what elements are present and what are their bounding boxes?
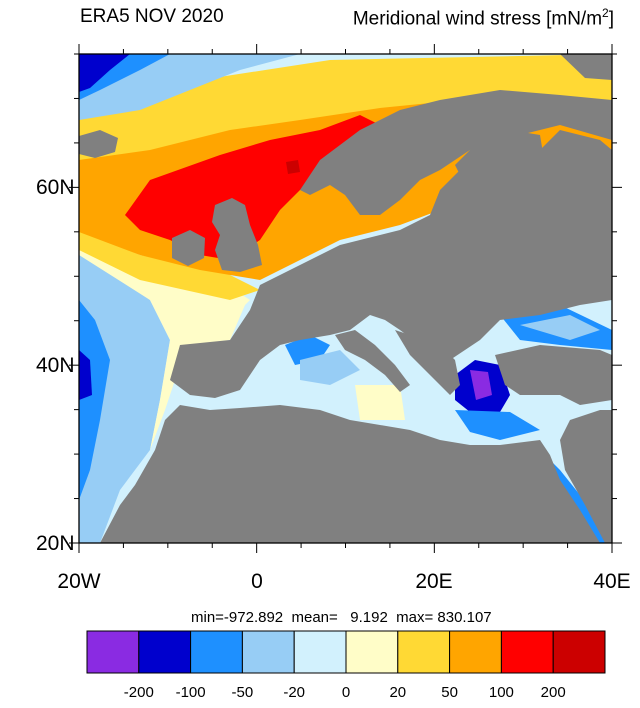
africa-land <box>100 405 600 543</box>
lat-label-40n: 40N <box>36 354 75 377</box>
atlantic-deep-blue-band <box>79 300 110 500</box>
colorbar-box <box>138 630 192 674</box>
north-yellow-band-low <box>79 230 260 300</box>
variable-title: Meridional wind stress [mN/m2] <box>353 6 614 30</box>
arctic-dark-blue <box>79 54 130 92</box>
colorbar-label: 0 <box>341 684 351 701</box>
colorbar-box <box>86 630 140 674</box>
unit-close: ] <box>608 8 614 30</box>
wind-stress-map <box>69 44 622 553</box>
dataset-title: ERA5 NOV 2020 <box>80 6 224 27</box>
lat-label-20n: 20N <box>36 532 75 555</box>
unit-superscript: 2 <box>602 6 609 20</box>
colorbar-box <box>449 630 502 674</box>
atlantic-west-patch <box>79 350 92 400</box>
atlantic-yellow-band <box>150 300 245 450</box>
lon-label-20e: 20E <box>415 570 453 593</box>
colorbar-label: 100 <box>488 684 514 701</box>
colorbar-box <box>293 630 347 674</box>
lon-label-0: 0 <box>251 570 263 593</box>
colorbar-label: 50 <box>441 684 458 701</box>
lat-label-60n: 60N <box>36 176 75 199</box>
north-dark-red-patch <box>286 160 300 174</box>
colorbar-label: -50 <box>231 684 254 701</box>
svalbard-coast-land <box>560 54 612 80</box>
balkans-greece-land <box>395 330 460 395</box>
colorbar-box <box>345 630 399 674</box>
lon-label-20w: 20W <box>57 570 101 593</box>
colorbar-box <box>190 630 243 674</box>
colorbar-box <box>500 630 554 674</box>
variable-name: Meridional wind stress [mN/m <box>352 8 603 30</box>
aegean-purple <box>470 370 492 400</box>
colorbar-label: -20 <box>283 684 306 701</box>
axis-ticks <box>69 44 622 553</box>
colorbar-label: -100 <box>175 684 206 701</box>
ireland-land <box>172 230 205 266</box>
mediterranean-blue-center <box>300 350 360 385</box>
scandinavia-land <box>300 90 612 215</box>
britain-land <box>212 198 262 272</box>
mediterranean-yellow-south <box>355 385 405 420</box>
colorbar-box <box>241 630 295 674</box>
black-sea-light <box>520 315 600 340</box>
colorbar-box <box>397 630 451 674</box>
eastern-med-blue <box>455 410 540 440</box>
atlantic-blue-band <box>79 250 170 543</box>
lon-label-40e: 40E <box>593 570 631 593</box>
iceland-land <box>79 130 118 158</box>
field-statistics: min=-972.892 mean= 9.192 max= 830.107 <box>191 609 492 626</box>
italy-land <box>335 330 410 392</box>
colorbar-label: 20 <box>389 684 407 701</box>
colorbar-box <box>552 630 606 674</box>
middle-east-land <box>560 410 612 543</box>
north-red-band <box>125 115 380 260</box>
colorbar <box>86 630 606 674</box>
turkey-land <box>495 345 612 405</box>
colorbar-label: -200 <box>123 684 154 701</box>
colorbar-label: 200 <box>540 684 566 701</box>
finland-land <box>455 130 545 190</box>
europe-land <box>170 130 612 398</box>
